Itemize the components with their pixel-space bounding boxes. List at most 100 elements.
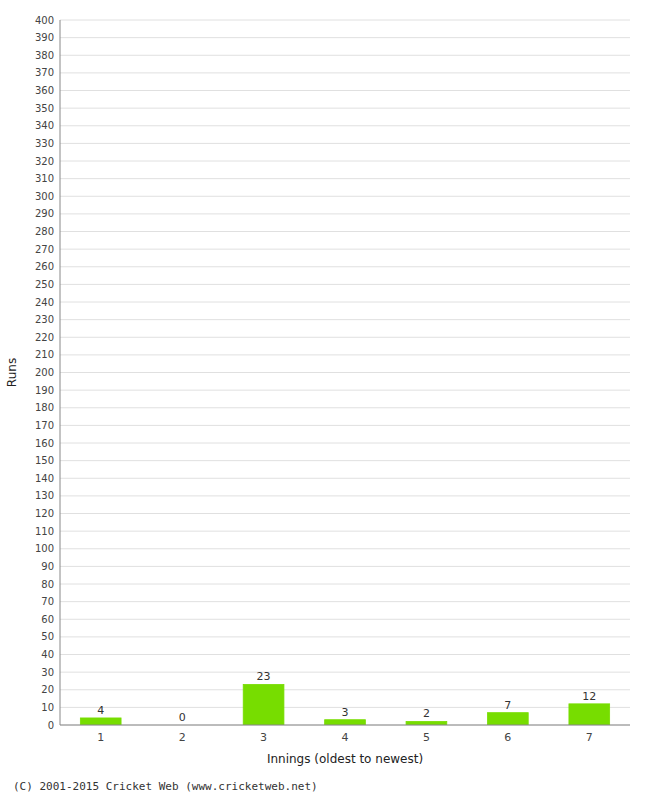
grid-line (60, 725, 630, 726)
grid-line (60, 478, 630, 479)
grid-line (60, 460, 630, 461)
grid-line (60, 495, 630, 496)
grid-line (60, 390, 630, 391)
grid-line (60, 178, 630, 179)
grid-line (60, 337, 630, 338)
y-tick-label: 70 (41, 596, 54, 607)
y-tick-label: 280 (35, 226, 54, 237)
y-tick-label: 110 (35, 526, 54, 537)
y-tick-label: 220 (35, 332, 54, 343)
grid-line (60, 108, 630, 109)
x-tick-label: 7 (586, 731, 593, 744)
grid-line (60, 302, 630, 303)
y-tick-label: 170 (35, 420, 54, 431)
grid-line (60, 689, 630, 690)
bar (488, 713, 529, 725)
x-tick-label: 5 (423, 731, 430, 744)
y-tick-label: 330 (35, 138, 54, 149)
grid-line (60, 90, 630, 91)
bar (80, 718, 121, 725)
grid-line (60, 319, 630, 320)
y-tick-label: 120 (35, 508, 54, 519)
data-label: 4 (97, 704, 104, 717)
bar (569, 704, 610, 725)
y-tick-label: 50 (41, 631, 54, 642)
x-axis-label: Innings (oldest to newest) (267, 752, 423, 766)
grid-line (60, 407, 630, 408)
x-tick-label: 4 (342, 731, 349, 744)
y-tick-label: 210 (35, 349, 54, 360)
grid-line (60, 266, 630, 267)
grid-line (60, 584, 630, 585)
grid-line (60, 672, 630, 673)
x-ticks: 1 2 3 4 5 6 7 (97, 731, 593, 744)
grid-line (60, 425, 630, 426)
y-tick-label: 350 (35, 103, 54, 114)
y-tick-label: 240 (35, 297, 54, 308)
grid (60, 20, 630, 725)
y-tick-label: 340 (35, 120, 54, 131)
y-tick-label: 400 (35, 15, 54, 26)
bar (325, 720, 366, 725)
y-tick-label: 90 (41, 561, 54, 572)
y-tick-label: 100 (35, 543, 54, 554)
y-tick-label: 370 (35, 67, 54, 78)
y-tick-label: 60 (41, 614, 54, 625)
y-tick-label: 250 (35, 279, 54, 290)
y-tick-label: 300 (35, 191, 54, 202)
grid-line (60, 636, 630, 637)
y-tick-label: 40 (41, 649, 54, 660)
grid-line (60, 20, 630, 21)
y-tick-label: 180 (35, 402, 54, 413)
y-tick-label: 260 (35, 261, 54, 272)
grid-line (60, 213, 630, 214)
grid-line (60, 513, 630, 514)
chart: 0102030405060708090100110120130140150160… (0, 0, 650, 800)
grid-line (60, 231, 630, 232)
y-tick-label: 150 (35, 455, 54, 466)
y-tick-label: 160 (35, 438, 54, 449)
y-tick-label: 380 (35, 50, 54, 61)
grid-line (60, 548, 630, 549)
footer: (C) 2001-2015 Cricket Web (www.cricketwe… (13, 780, 318, 793)
y-tick-label: 0 (48, 720, 54, 731)
y-tick-label: 290 (35, 208, 54, 219)
data-label: 3 (342, 706, 349, 719)
grid-line (60, 143, 630, 144)
grid-line (60, 55, 630, 56)
x-tick-label: 2 (179, 731, 186, 744)
data-label: 23 (257, 670, 271, 683)
data-label: 0 (179, 711, 186, 724)
y-tick-label: 30 (41, 667, 54, 678)
grid-line (60, 654, 630, 655)
grid-line (60, 72, 630, 73)
grid-line (60, 372, 630, 373)
grid-line (60, 284, 630, 285)
y-tick-label: 310 (35, 173, 54, 184)
y-tick-label: 130 (35, 490, 54, 501)
y-ticks: 0102030405060708090100110120130140150160… (35, 15, 54, 731)
grid-line (60, 37, 630, 38)
y-tick-label: 390 (35, 32, 54, 43)
grid-line (60, 531, 630, 532)
bars (80, 684, 609, 725)
x-tick-label: 6 (504, 731, 511, 744)
y-tick-label: 360 (35, 85, 54, 96)
y-tick-label: 320 (35, 156, 54, 167)
x-tick-label: 3 (260, 731, 267, 744)
y-tick-label: 270 (35, 244, 54, 255)
data-label: 12 (582, 690, 596, 703)
grid-line (60, 619, 630, 620)
grid-line (60, 249, 630, 250)
x-tick-label: 1 (97, 731, 104, 744)
y-tick-label: 200 (35, 367, 54, 378)
data-labels: 402332712 (97, 670, 596, 724)
y-tick-label: 20 (41, 684, 54, 695)
grid-line (60, 601, 630, 602)
y-axis-label: Runs (5, 358, 19, 387)
grid-line (60, 566, 630, 567)
bar (406, 721, 447, 725)
y-tick-label: 10 (41, 702, 54, 713)
y-tick-label: 140 (35, 473, 54, 484)
grid-line (60, 443, 630, 444)
